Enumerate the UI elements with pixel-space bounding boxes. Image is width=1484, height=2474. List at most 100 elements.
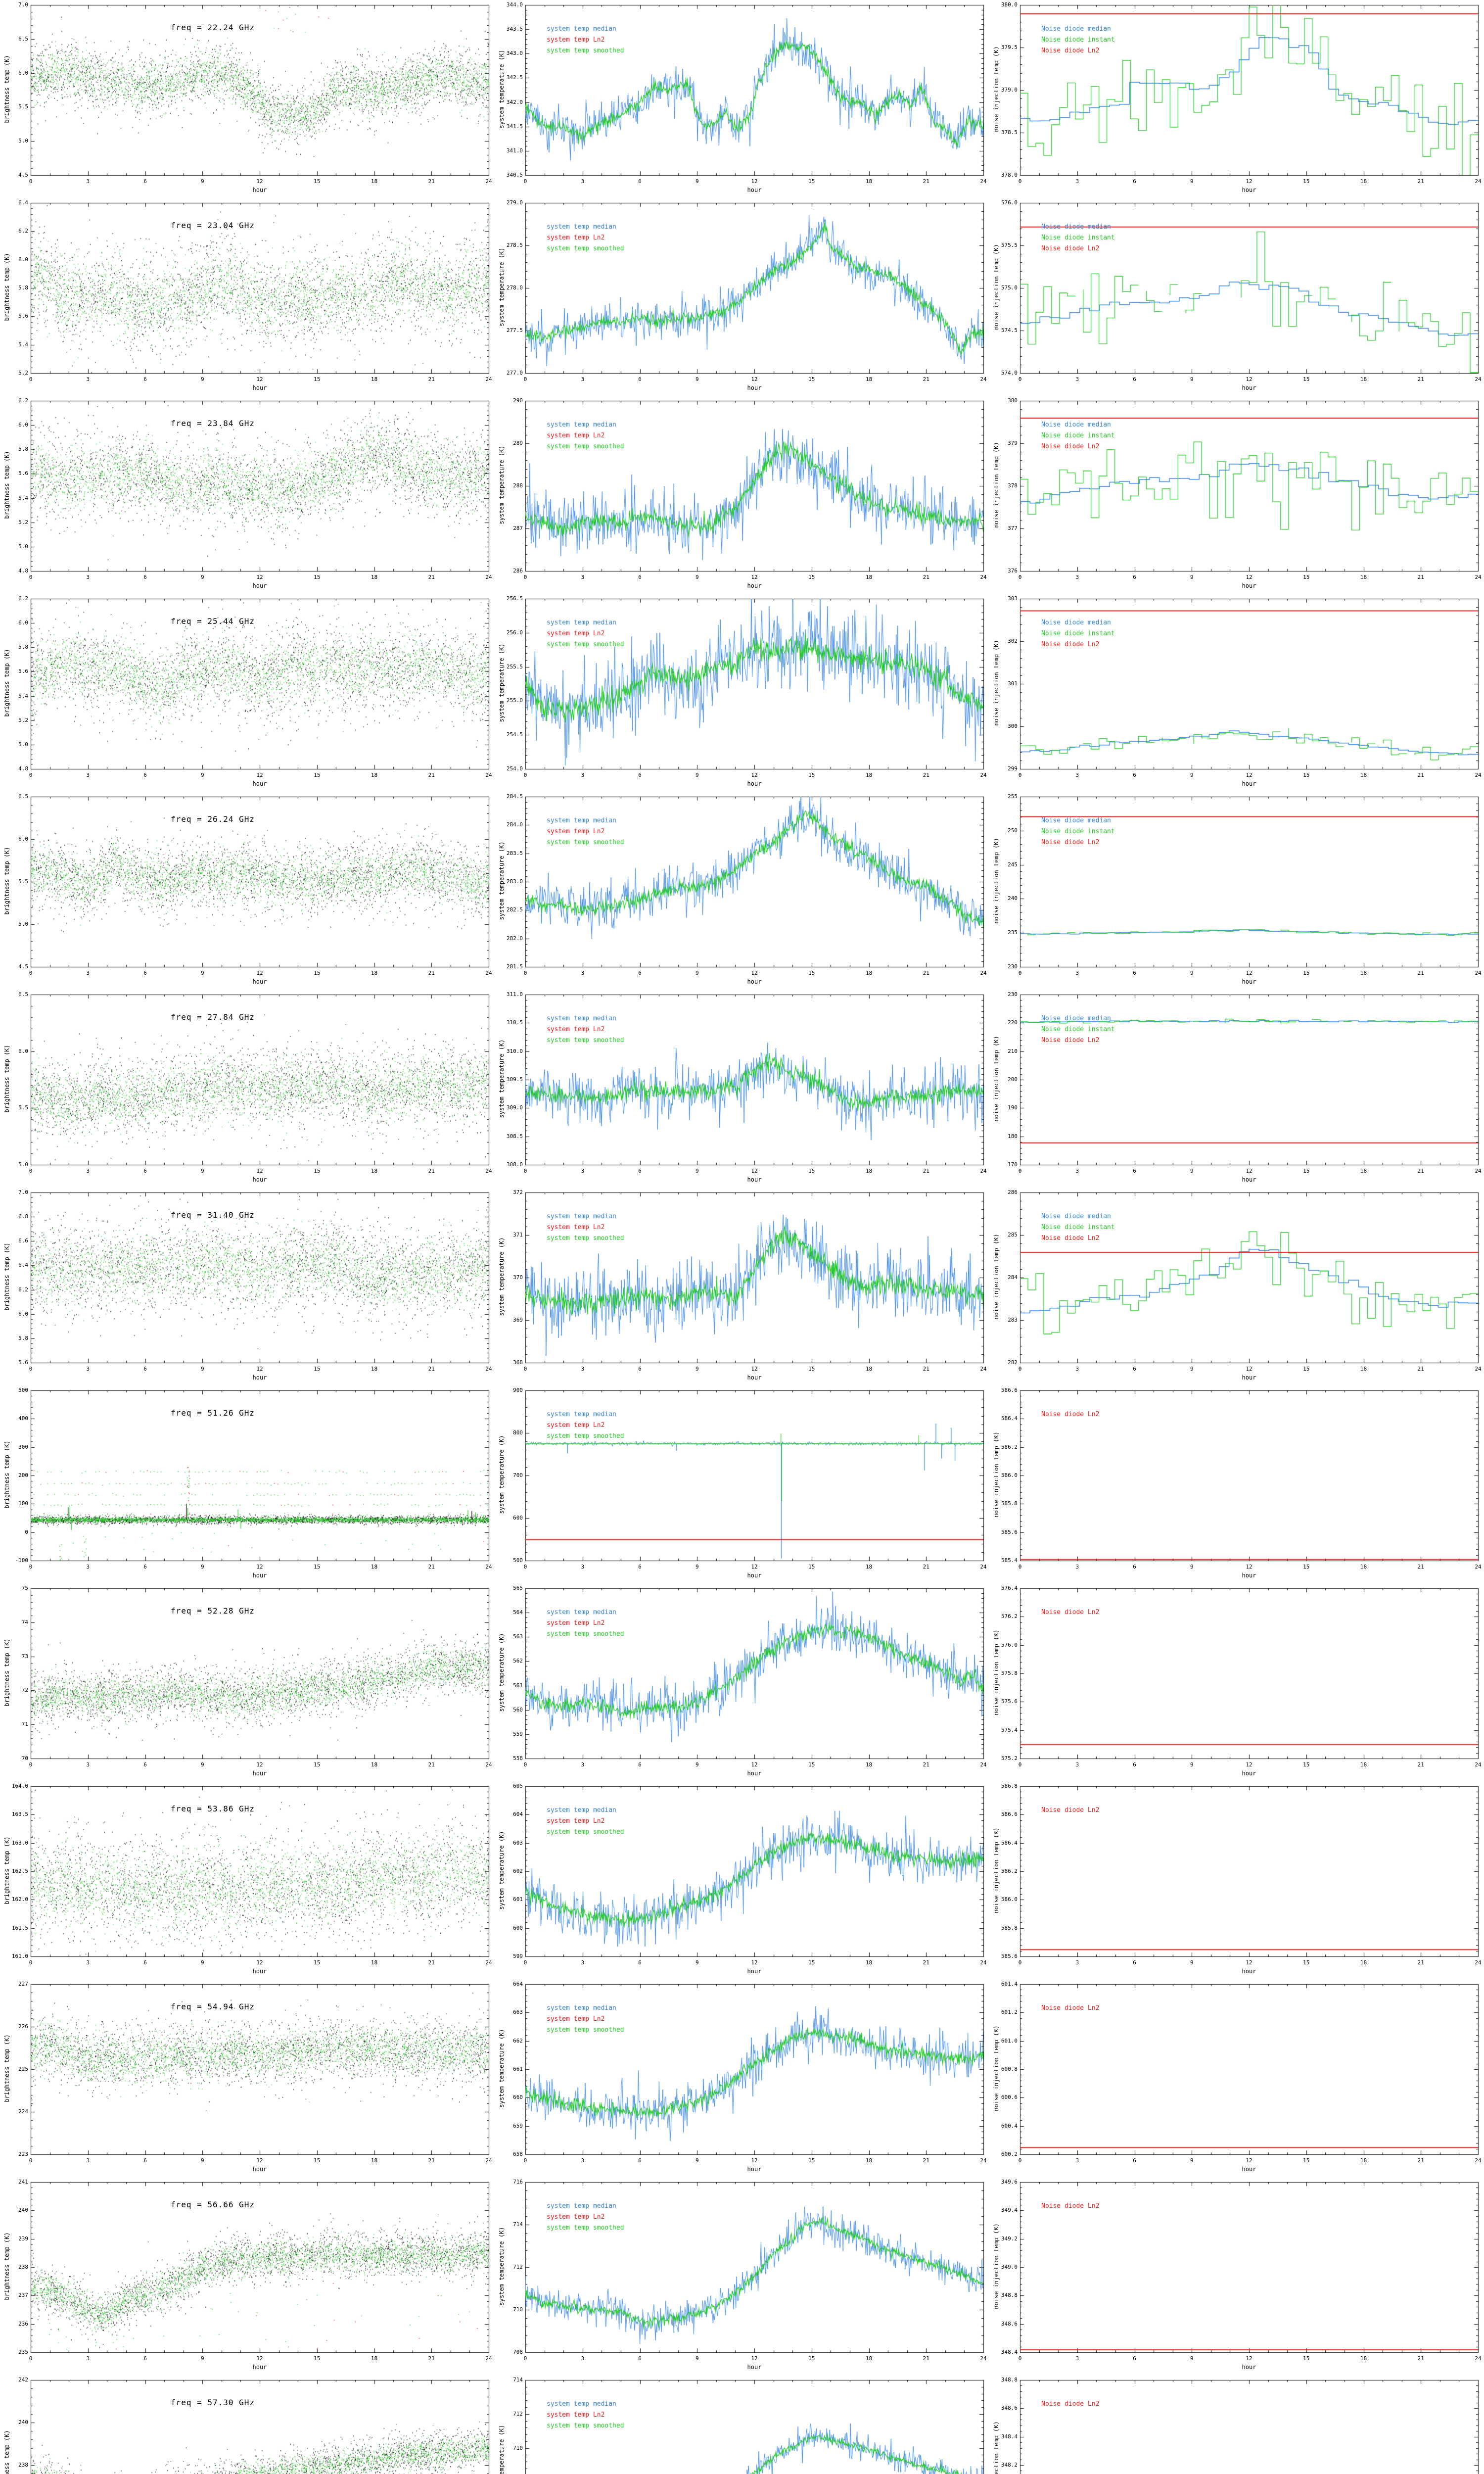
y-axis-label: brightness temp (K) [3, 253, 10, 321]
x-tick-label: 0 [29, 2355, 33, 2362]
x-tick-label: 0 [29, 1761, 33, 1768]
x-tick-label: 0 [29, 178, 33, 185]
plot-canvas-r13-right [989, 2375, 1484, 2474]
panel-r11-middle: 658 659 660 661 662 663 664 0 3 6 9 12 15 18 21 24 hour s… [495, 1979, 989, 2177]
x-tick-label: 21 [428, 1959, 435, 1966]
y-tick-label: 708 [513, 2349, 523, 2355]
x-tick-label: 6 [638, 376, 642, 382]
panel-r11-left: 223 224 225 226 227 0 3 6 9 12 15 18 21 24 hour brightn… [0, 1979, 495, 2177]
y-tick-label: 163.0 [11, 1839, 28, 1846]
x-tick-label: 9 [200, 376, 204, 382]
y-axis-label: noise injection temp (K) [993, 640, 1000, 726]
plot-canvas-r5-left [0, 792, 495, 990]
legend-item: system temp Ln2 [547, 1224, 605, 1231]
x-axis-label: hour [747, 2364, 762, 2371]
x-tick-label: 9 [1190, 772, 1194, 778]
legend-item: system temp Ln2 [547, 2411, 605, 2419]
x-tick-label: 12 [1246, 178, 1252, 185]
x-tick-label: 24 [1475, 1959, 1482, 1966]
legend-item: system temp median [547, 1213, 616, 1220]
y-tick-label: 310.5 [506, 1019, 523, 1026]
y-tick-label: 710 [513, 2306, 523, 2313]
x-tick-label: 3 [86, 376, 90, 382]
x-tick-label: 24 [1475, 2355, 1482, 2362]
x-tick-label: 18 [865, 2355, 873, 2362]
x-tick-label: 6 [638, 1761, 642, 1768]
x-tick-label: 21 [428, 376, 435, 382]
x-tick-label: 6 [1133, 1959, 1136, 1966]
y-tick-label: 5.4 [18, 692, 28, 699]
legend-item: system temp smoothed [547, 443, 624, 450]
y-tick-label: 288 [513, 482, 523, 489]
y-tick-label: 712 [513, 2264, 523, 2270]
panel-r1-right: 378.0 378.5 379.0 379.5 380.0 0 3 6 9 12 15 18 21 24 h… [989, 0, 1484, 198]
y-axis-label: brightness temp (K) [3, 649, 10, 717]
y-tick-label: 238 [18, 2462, 28, 2468]
y-tick-label: 6.4 [18, 199, 28, 206]
y-axis-label: brightness temp (K) [3, 1045, 10, 1113]
legend-item: Noise diode instant [1041, 1224, 1115, 1231]
x-tick-label: 3 [1075, 574, 1079, 580]
x-tick-label: 9 [200, 2355, 204, 2362]
x-tick-label: 21 [923, 574, 929, 580]
y-tick-label: 600.6 [1001, 2094, 1018, 2101]
x-tick-label: 24 [980, 1959, 987, 1966]
y-axis-label: system temperature (K) [498, 643, 505, 722]
y-tick-label: 239 [18, 2235, 28, 2242]
x-tick-label: 9 [1190, 376, 1194, 382]
y-tick-label: 5.6 [18, 470, 28, 477]
x-tick-label: 0 [523, 970, 527, 976]
x-tick-label: 3 [1075, 1761, 1079, 1768]
y-tick-label: 210 [1008, 1047, 1018, 1054]
plot-canvas-r6-middle [495, 990, 989, 1188]
x-tick-label: 15 [1303, 970, 1310, 976]
y-tick-label: 5.8 [18, 1334, 28, 1341]
x-tick-label: 24 [485, 1366, 492, 1372]
x-tick-label: 3 [86, 1366, 90, 1372]
y-tick-label: 558 [513, 1755, 523, 1761]
x-tick-label: 15 [314, 772, 321, 778]
panel-r10-middle: 599 600 601 602 603 604 605 0 3 6 9 12 15 18 21 24 hour s… [495, 1781, 989, 1979]
legend-item: system temp smoothed [547, 47, 624, 54]
y-tick-label: 5.6 [18, 1359, 28, 1366]
x-tick-label: 6 [143, 376, 147, 382]
y-tick-label: 284 [1008, 1274, 1018, 1281]
panel-r4-middle: 254.0 254.5 255.0 255.5 256.0 256.5 0 3 6 9 12 15 18… [495, 594, 989, 792]
plot-canvas-r10-right [989, 1781, 1484, 1979]
y-tick-label: 285 [1008, 1232, 1018, 1238]
y-tick-label: 4.5 [18, 172, 28, 178]
y-tick-label: 308.0 [506, 1161, 523, 1168]
x-tick-label: 0 [523, 178, 527, 185]
y-tick-label: 162.0 [11, 1896, 28, 1903]
x-tick-label: 18 [865, 772, 873, 778]
y-tick-label: 75 [21, 1585, 28, 1591]
legend-item: system temp Ln2 [547, 828, 605, 835]
plot-canvas-r1-right [989, 0, 1484, 198]
panel-r10-right: 585.6 585.8 586.0 586.2 586.4 586.6 586.8 0 3 6 9 1… [989, 1781, 1484, 1979]
x-tick-label: 12 [256, 1564, 263, 1570]
panel-r3-left: 4.8 5.0 5.2 5.4 5.6 5.8 6.0 6.2 0 3 6 9 12 15 18 21 24 ho… [0, 396, 495, 594]
x-tick-label: 18 [371, 1168, 378, 1174]
y-tick-label: 230 [1008, 963, 1018, 970]
x-tick-label: 9 [695, 1761, 699, 1768]
legend-item: system temp smoothed [547, 1235, 624, 1242]
x-tick-label: 18 [371, 772, 378, 778]
legend-item: Noise diode instant [1041, 432, 1115, 439]
x-tick-label: 9 [1190, 1761, 1194, 1768]
y-tick-label: 586.8 [1001, 1783, 1018, 1789]
x-tick-label: 3 [581, 1366, 585, 1372]
y-tick-label: 300 [18, 1443, 28, 1450]
y-tick-label: 5.5 [18, 103, 28, 110]
y-axis-label: noise injection temp (K) [993, 1827, 1000, 1913]
y-tick-label: 256.0 [506, 629, 523, 636]
y-tick-label: 6.0 [18, 1047, 28, 1054]
x-tick-label: 6 [143, 574, 147, 580]
x-tick-label: 0 [29, 1959, 33, 1966]
x-tick-label: 15 [1303, 574, 1310, 580]
legend-item: Noise diode Ln2 [1041, 2400, 1100, 2408]
legend-item: Noise diode median [1041, 1015, 1111, 1022]
x-tick-label: 24 [1475, 970, 1482, 976]
x-tick-label: 24 [485, 970, 492, 976]
x-tick-label: 24 [980, 772, 987, 778]
panel-r2-right: 574.0 574.5 575.0 575.5 576.0 0 3 6 9 12 15 18 21 24 h… [989, 198, 1484, 396]
